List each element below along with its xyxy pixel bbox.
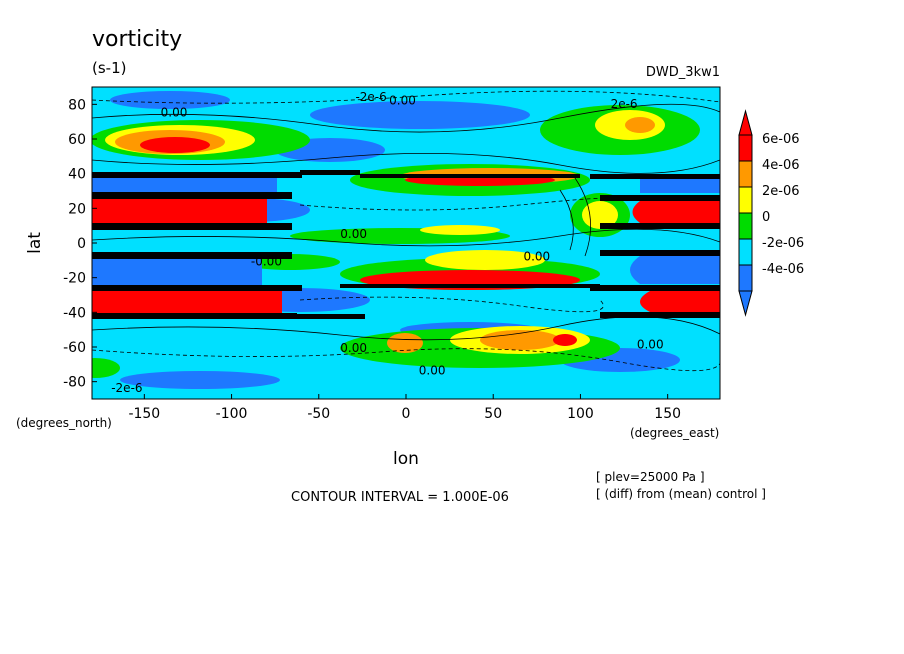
- plot-field: -2e-6 0.000.002e-60.000.00-0.000.000.000.…: [92, 87, 720, 399]
- x-unit-note: (degrees_east): [630, 426, 719, 440]
- contour-label: 0.00: [637, 338, 664, 352]
- colorbar-label: 4e-06: [762, 158, 800, 173]
- colorbar-label: -2e-06: [762, 236, 804, 251]
- contour-label: 0.00: [523, 249, 550, 263]
- colorbar-label: 2e-06: [762, 184, 800, 199]
- dataset-label: DWD_3kw1: [646, 65, 720, 80]
- colorbar-swatch: [738, 186, 753, 214]
- x-tick-label: 0: [402, 406, 411, 422]
- contour-label: -2e-6: [355, 90, 386, 104]
- diff-note: [ (diff) from (mean) control ]: [596, 487, 766, 501]
- contour-interval: CONTOUR INTERVAL = 1.000E-06: [291, 490, 509, 505]
- contour-label: 0.00: [389, 93, 416, 107]
- x-tick-label: 50: [484, 406, 502, 422]
- colorbar: 6e-06 4e-06 2e-06 0 -2e-06 -4e-06: [738, 109, 804, 317]
- y-axis: 80 60 40 20 0 -20 -40 -60 -80: [63, 97, 97, 391]
- x-tick-label: -150: [128, 406, 160, 422]
- contour-label: 0.00: [161, 105, 188, 119]
- chart-title: vorticity: [92, 27, 182, 52]
- x-axis-label: lon: [393, 449, 419, 469]
- y-tick-label: 60: [68, 132, 86, 148]
- colorbar-label: 6e-06: [762, 132, 800, 147]
- colorbar-swatch: [738, 160, 753, 188]
- contour-label-group: -2e-6 0.000.002e-60.000.00-0.000.000.000.…: [111, 90, 663, 395]
- colorbar-swatch: [738, 264, 753, 292]
- contour-lines: [92, 90, 720, 372]
- colorbar-swatch: [738, 134, 753, 162]
- y-tick-label: 80: [68, 97, 86, 113]
- contour-label: 0.00: [419, 364, 446, 378]
- colorbar-swatch: [738, 212, 753, 240]
- x-tick-label: -100: [216, 406, 248, 422]
- contour-label: -0.00: [251, 255, 282, 269]
- y-tick-label: -40: [63, 305, 86, 321]
- contour-label: 0.00: [340, 341, 367, 355]
- x-tick-label: -50: [307, 406, 330, 422]
- x-tick-label: 150: [654, 406, 681, 422]
- y-tick-label: 20: [68, 201, 86, 217]
- x-axis: -150 -100 -50 0 50 100 150: [128, 394, 681, 422]
- y-axis-label: lat: [25, 232, 45, 254]
- y-tick-label: -80: [63, 375, 86, 391]
- y-unit-note: (degrees_north): [16, 416, 112, 430]
- contour-label: 2e-6: [611, 97, 638, 111]
- colorbar-label: 0: [762, 210, 770, 225]
- plev-note: [ plev=25000 Pa ]: [596, 470, 705, 484]
- y-tick-label: 40: [68, 167, 86, 183]
- contour-label: 0.00: [340, 227, 367, 241]
- chart-units: (s-1): [92, 59, 126, 77]
- colorbar-swatch: [738, 238, 753, 266]
- y-tick-label: 0: [77, 236, 86, 252]
- field-bands: [92, 170, 720, 319]
- colorbar-arrow-top: [738, 109, 753, 136]
- contour-label: -2e-6: [111, 381, 142, 395]
- x-tick-label: 100: [567, 406, 594, 422]
- colorbar-arrow-bottom: [738, 290, 753, 317]
- y-tick-label: -20: [63, 271, 86, 287]
- colorbar-label: -4e-06: [762, 262, 804, 277]
- y-tick-label: -60: [63, 340, 86, 356]
